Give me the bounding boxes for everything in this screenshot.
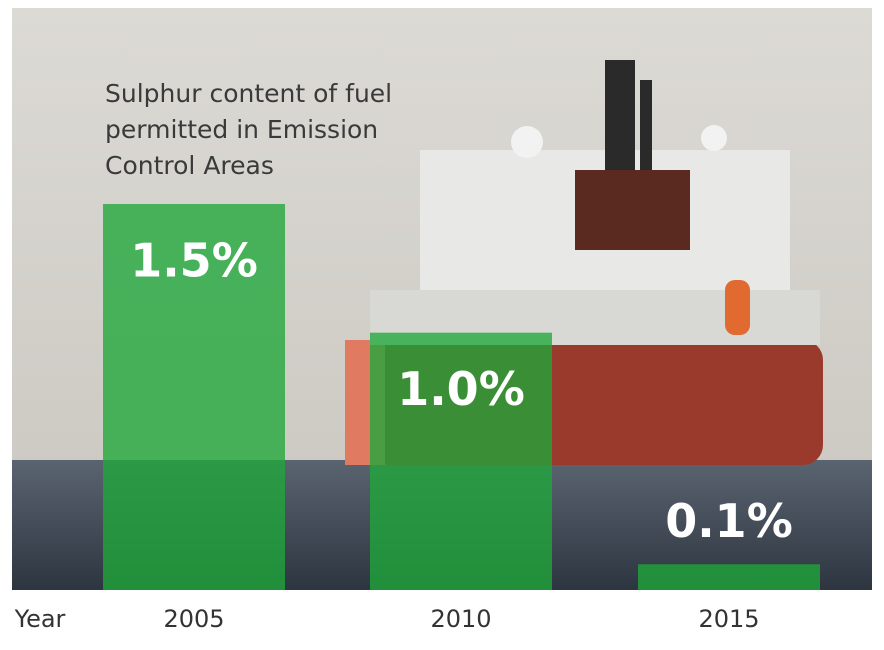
value-label: 1.0% <box>397 362 525 416</box>
x-tick-label: 2015 <box>698 605 759 633</box>
bar <box>638 564 820 590</box>
chart-title: Sulphur content of fuel permitted in Emi… <box>105 76 435 184</box>
x-tick-label: 2005 <box>163 605 224 633</box>
x-tick-label: 2010 <box>430 605 491 633</box>
value-label: 0.1% <box>665 494 793 548</box>
x-axis-label: Year <box>14 605 66 633</box>
chart: Year 2005 1.5% 2010 1.0% 2015 0.1% Sulphur con… <box>0 0 884 650</box>
value-label: 1.5% <box>130 234 258 288</box>
